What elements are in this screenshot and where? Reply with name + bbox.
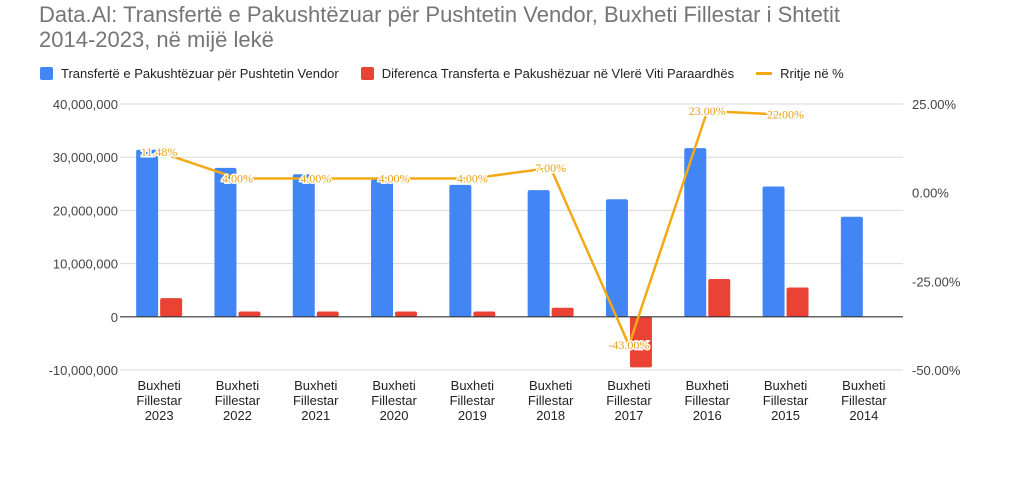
legend-item-difference[interactable]: Diferenca Transferta e Pakushëzuar në Vl… bbox=[360, 65, 735, 81]
x-tick-label: Fillestar bbox=[841, 393, 887, 408]
y-right-tick-label: 25.00% bbox=[912, 97, 957, 112]
bar-difference bbox=[708, 279, 731, 317]
bar-transfer bbox=[762, 186, 785, 317]
x-tick-label: Fillestar bbox=[215, 393, 261, 408]
growth-point bbox=[235, 176, 239, 180]
bar-difference bbox=[316, 311, 339, 317]
y-right-tick-label: -25.00% bbox=[912, 274, 961, 289]
x-tick-label: Fillestar bbox=[293, 393, 339, 408]
growth-point bbox=[157, 150, 161, 154]
x-tick-label: 2017 bbox=[614, 408, 643, 423]
y-left-tick-label: -10,000,000 bbox=[49, 363, 118, 378]
chart-legend: Transfertë e Pakushtëzuar për Pushtetin … bbox=[40, 64, 866, 82]
growth-point bbox=[784, 113, 788, 117]
growth-point bbox=[549, 166, 553, 170]
x-tick-label: Fillestar bbox=[450, 393, 496, 408]
y-left-tick-label: 20,000,000 bbox=[53, 203, 118, 218]
bar-difference bbox=[395, 311, 418, 317]
bar-transfer bbox=[527, 190, 550, 317]
bar-transfer bbox=[605, 199, 628, 317]
bar-transfer bbox=[449, 184, 472, 317]
x-tick-label: Buxheti bbox=[529, 378, 572, 393]
x-tick-label: Buxheti bbox=[294, 378, 337, 393]
bar-difference bbox=[238, 311, 261, 317]
legend-swatch-difference bbox=[360, 66, 374, 80]
growth-data-label: 22.00% bbox=[767, 108, 804, 122]
growth-point bbox=[314, 176, 318, 180]
x-tick-label: Buxheti bbox=[607, 378, 650, 393]
bar-transfer bbox=[371, 179, 394, 317]
x-tick-label: Fillestar bbox=[684, 393, 730, 408]
y-left-tick-label: 40,000,000 bbox=[53, 97, 118, 112]
legend-item-transfer[interactable]: Transfertë e Pakushtëzuar për Pushtetin … bbox=[40, 66, 339, 81]
chart-title: Data.Al: Transfertë e Pakushtëzuar për P… bbox=[39, 2, 999, 52]
x-tick-label: 2023 bbox=[145, 408, 174, 423]
x-tick-label: 2020 bbox=[380, 408, 409, 423]
growth-data-label: 4.00% bbox=[300, 171, 331, 185]
bar-difference bbox=[473, 311, 496, 317]
x-tick-label: Fillestar bbox=[763, 393, 809, 408]
y-right-tick-label: -50.00% bbox=[912, 363, 961, 378]
growth-data-label: 4.00% bbox=[457, 171, 488, 185]
bar-difference bbox=[160, 298, 183, 317]
x-tick-label: 2019 bbox=[458, 408, 487, 423]
growth-data-label: 23.00% bbox=[689, 104, 726, 118]
growth-point bbox=[470, 176, 474, 180]
legend-item-growth[interactable]: Rritje në % bbox=[756, 66, 844, 81]
x-tick-label: 2016 bbox=[693, 408, 722, 423]
bar-transfer bbox=[840, 216, 863, 317]
x-tick-label: 2021 bbox=[301, 408, 330, 423]
bar-transfer bbox=[214, 167, 237, 317]
growth-data-label: 11.48% bbox=[141, 145, 178, 159]
bar-transfer bbox=[292, 174, 315, 317]
x-tick-label: Buxheti bbox=[451, 378, 494, 393]
x-tick-label: Buxheti bbox=[686, 378, 729, 393]
growth-data-label: 7.00% bbox=[535, 161, 566, 175]
x-tick-label: Fillestar bbox=[371, 393, 417, 408]
x-tick-label: 2018 bbox=[536, 408, 565, 423]
growth-data-label: -43.00% bbox=[608, 338, 649, 352]
legend-label-difference: Diferenca Transferta e Pakushëzuar në Vl… bbox=[381, 65, 735, 81]
growth-data-label: 4.00% bbox=[222, 171, 253, 185]
y-left-tick-label: 30,000,000 bbox=[53, 150, 118, 165]
x-tick-label: Buxheti bbox=[764, 378, 807, 393]
bar-difference bbox=[786, 287, 809, 317]
y-right-tick-label: 0.00% bbox=[912, 186, 949, 201]
y-left-tick-label: 10,000,000 bbox=[53, 257, 118, 272]
x-tick-label: Fillestar bbox=[606, 393, 652, 408]
chart-title-line-1: Data.Al: Transfertë e Pakushtëzuar për P… bbox=[39, 2, 840, 27]
x-tick-label: Buxheti bbox=[216, 378, 259, 393]
legend-label-growth: Rritje në % bbox=[780, 65, 844, 81]
bar-difference bbox=[551, 307, 574, 317]
x-tick-label: 2022 bbox=[223, 408, 252, 423]
x-tick-label: Buxheti bbox=[842, 378, 885, 393]
bar-transfer bbox=[684, 148, 707, 317]
x-tick-label: Buxheti bbox=[137, 378, 180, 393]
growth-data-label: 4.00% bbox=[379, 171, 410, 185]
legend-swatch-transfer bbox=[40, 66, 53, 80]
bar-transfer bbox=[136, 149, 159, 317]
legend-swatch-growth bbox=[756, 71, 773, 75]
growth-point bbox=[627, 343, 631, 347]
x-tick-label: Fillestar bbox=[528, 393, 574, 408]
x-tick-label: 2014 bbox=[849, 408, 878, 423]
growth-point bbox=[392, 176, 396, 180]
chart-title-line-2: 2014-2023, në mijë lekë bbox=[39, 27, 274, 52]
x-tick-label: Fillestar bbox=[136, 393, 182, 408]
legend-label-transfer: Transfertë e Pakushtëzuar për Pushtetin … bbox=[61, 65, 339, 81]
x-tick-label: 2015 bbox=[771, 408, 800, 423]
growth-point bbox=[705, 109, 709, 113]
x-tick-label: Buxheti bbox=[372, 378, 415, 393]
y-left-tick-label: 0 bbox=[111, 310, 118, 325]
